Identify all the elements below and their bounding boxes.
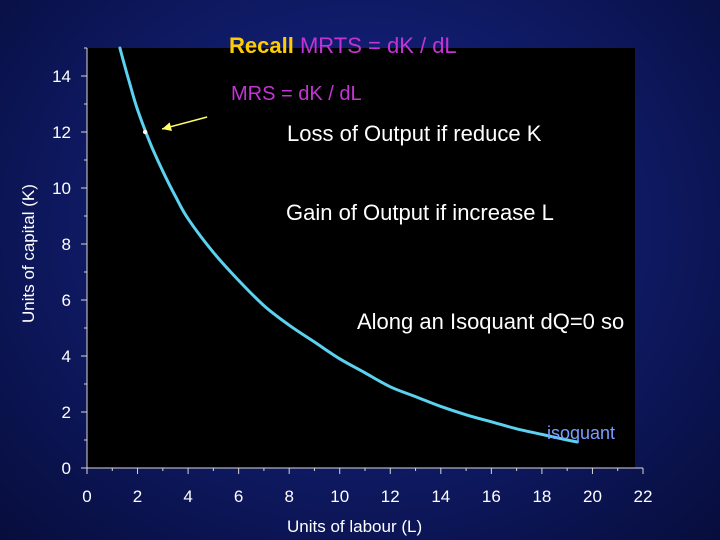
x-tick-label: 22 <box>634 487 653 506</box>
x-tick-label: 20 <box>583 487 602 506</box>
x-tick-label: 0 <box>82 487 91 506</box>
y-tick-label: 12 <box>52 123 71 142</box>
y-tick-label: 10 <box>52 179 71 198</box>
isoquant-label: isoquant <box>547 423 616 443</box>
marked-point <box>142 129 148 135</box>
arrow-head <box>162 122 172 132</box>
x-tick-label: 6 <box>234 487 243 506</box>
x-axis-label: Units of labour (L) <box>287 517 423 536</box>
y-tick-label: 8 <box>62 235 71 254</box>
x-tick-label: 2 <box>133 487 142 506</box>
mrts-formula: MRTS = dK / dL <box>299 33 457 58</box>
y-tick-label: 6 <box>62 291 71 310</box>
x-tick-label: 10 <box>330 487 349 506</box>
x-tick-label: 16 <box>482 487 501 506</box>
x-tick-label: 12 <box>381 487 400 506</box>
title-lead: Recall <box>229 33 294 58</box>
x-tick-label: 18 <box>532 487 551 506</box>
x-tick-label: 14 <box>431 487 450 506</box>
note-along-isoquant: Along an Isoquant dQ=0 so <box>357 309 625 334</box>
mrs-formula: MRS = dK / dL <box>231 83 362 105</box>
slide-title: Recall MRTS = dK / dL <box>229 33 457 59</box>
note-loss-of-output: Loss of Output if reduce K <box>287 121 542 146</box>
series-layer <box>118 46 579 444</box>
y-tick-label: 14 <box>52 67 71 86</box>
x-tick-label: 4 <box>183 487 192 506</box>
y-tick-label: 4 <box>62 347 71 366</box>
y-axis-label: Units of capital (K) <box>19 184 38 323</box>
axes: 0 2 4 6 8 10 12 14 16 18 20 22 0 2 4 6 8 10 12 14 <box>52 47 653 506</box>
y-tick-label: 0 <box>62 459 71 478</box>
plot-area <box>87 48 635 468</box>
isoquant-curve <box>118 46 579 444</box>
x-tick-label: 8 <box>284 487 293 506</box>
y-tick-label: 2 <box>62 403 71 422</box>
note-gain-of-output: Gain of Output if increase L <box>286 200 554 225</box>
